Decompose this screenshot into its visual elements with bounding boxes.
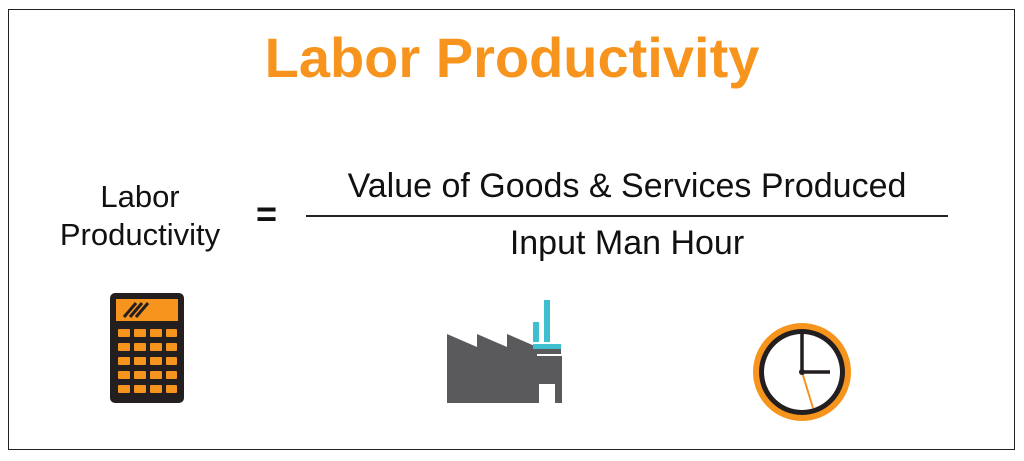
diagram-frame bbox=[8, 9, 1015, 450]
formula-lhs: Labor Productivity bbox=[30, 178, 250, 254]
formula-lhs-line1: Labor bbox=[100, 179, 180, 214]
page-title: Labor Productivity bbox=[264, 26, 760, 89]
equals-sign: = bbox=[256, 193, 278, 234]
formula-denominator: Input Man Hour bbox=[509, 224, 745, 262]
factory-icon bbox=[447, 300, 562, 403]
fraction-bar bbox=[306, 215, 948, 217]
formula-numerator: Value of Goods & Services Produced bbox=[347, 167, 907, 205]
clock-icon bbox=[753, 323, 851, 421]
formula-lhs-line2: Productivity bbox=[59, 217, 221, 252]
calculator-icon bbox=[110, 293, 184, 403]
